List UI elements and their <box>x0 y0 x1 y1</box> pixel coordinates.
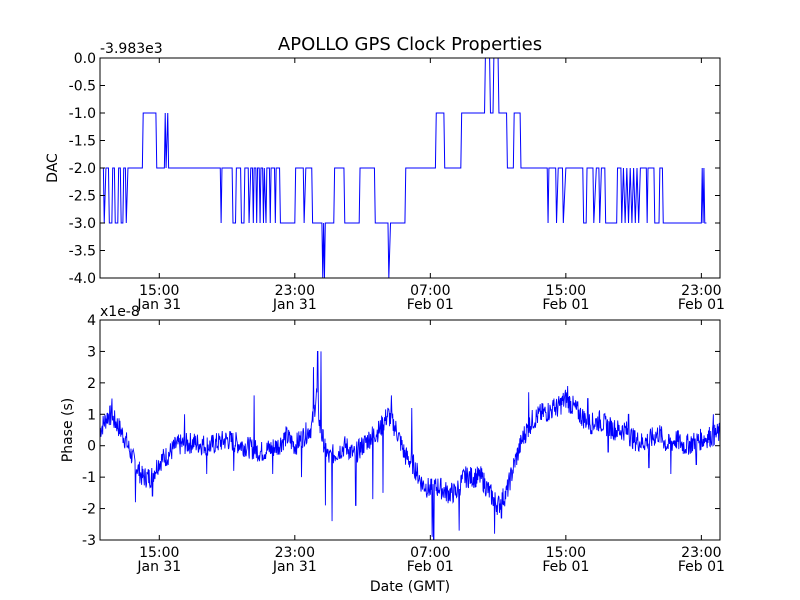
phase-offset-label: x1e-8 <box>100 304 140 320</box>
dac-y-tick-label: -3.5 <box>69 244 96 260</box>
phase-x-tick-date: Feb 01 <box>542 559 589 575</box>
dac-panel: -3.983e3 DAC 0.0 -0.5 -1.0 -1.5 -2.0 -2.5 -3.0… <box>45 41 725 313</box>
dac-y-axis-label: DAC <box>45 153 61 183</box>
phase-x-tick-date: Feb 01 <box>407 559 454 575</box>
phase-y-tick-label: -1 <box>82 470 96 486</box>
dac-x-tick-date: Feb 01 <box>407 297 454 313</box>
x-axis-label: Date (GMT) <box>370 579 450 595</box>
dac-y-tick-label: -1.5 <box>69 134 96 150</box>
phase-x-tick-time: 07:00 <box>410 545 450 561</box>
phase-x-tick-time: 23:00 <box>275 545 315 561</box>
dac-x-tick-time: 23:00 <box>275 283 315 299</box>
dac-y-tick-label: -2.5 <box>69 189 96 205</box>
phase-y-tick-label: 3 <box>87 344 96 360</box>
phase-y-tick-label: 4 <box>87 313 96 329</box>
phase-y-tick-label: -2 <box>82 502 96 518</box>
phase-y-tick-label: 0 <box>87 439 96 455</box>
phase-x-tick-date: Jan 31 <box>272 559 317 575</box>
phase-y-tick-label: -3 <box>82 533 96 549</box>
dac-y-tick-label: -2.0 <box>69 161 96 177</box>
phase-panel: x1e-8 Phase (s) Date (GMT) 4 3 2 1 0 -1 -2 -3 15… <box>60 304 725 595</box>
phase-series-line <box>100 350 720 540</box>
dac-x-tick-time: 07:00 <box>410 283 450 299</box>
phase-y-axis-label: Phase (s) <box>60 398 76 462</box>
phase-y-tick-label: 2 <box>87 376 96 392</box>
phase-x-tick-date: Feb 01 <box>678 559 725 575</box>
phase-axes-frame <box>99 319 721 541</box>
phase-x-tick-time: 15:00 <box>139 545 179 561</box>
phase-x-tick-time: 15:00 <box>546 545 586 561</box>
dac-x-tick-date: Jan 31 <box>136 297 181 313</box>
dac-y-tick-label: -0.5 <box>69 79 96 95</box>
phase-y-tick-label: 1 <box>87 407 96 423</box>
dac-x-tick-date: Jan 31 <box>272 297 317 313</box>
dac-x-tick-date: Feb 01 <box>678 297 725 313</box>
dac-series-line <box>100 58 707 278</box>
dac-y-tick-label: -4.0 <box>69 271 96 287</box>
dac-x-tick-time: 15:00 <box>546 283 586 299</box>
chart-title: APOLLO GPS Clock Properties <box>278 34 542 55</box>
dac-y-tick-label: -1.0 <box>69 106 96 122</box>
dac-y-tick-label: -3.0 <box>69 216 96 232</box>
dac-x-tick-time: 15:00 <box>139 283 179 299</box>
phase-x-tick-time: 23:00 <box>681 545 721 561</box>
dac-x-tick-date: Feb 01 <box>542 297 589 313</box>
dac-offset-label: -3.983e3 <box>100 41 163 57</box>
dac-x-tick-time: 23:00 <box>681 283 721 299</box>
phase-x-tick-date: Jan 31 <box>136 559 181 575</box>
dac-y-tick-label: 0.0 <box>74 51 96 67</box>
